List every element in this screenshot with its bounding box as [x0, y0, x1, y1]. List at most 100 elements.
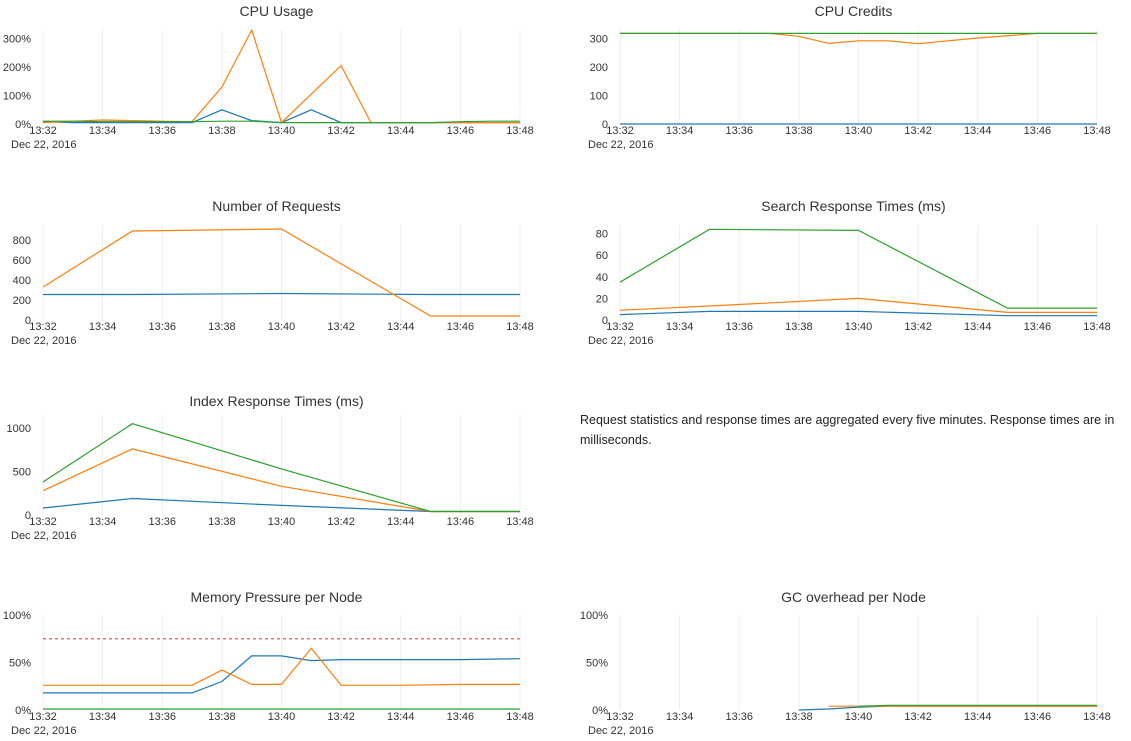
x-tick-label: 13:42 [327, 711, 355, 723]
y-tick-label: 0 [602, 315, 608, 327]
x-tick-label: 13:48 [506, 711, 534, 723]
x-tick-label: 13:44 [387, 321, 415, 333]
x-date-label: Dec 22, 2016 [588, 725, 653, 737]
chart-title: Index Response Times (ms) [189, 393, 363, 409]
x-tick-label: 13:44 [964, 125, 992, 137]
x-tick-label: 13:44 [964, 711, 992, 723]
y-tick-label: 800 [13, 235, 31, 247]
x-tick-label: 13:42 [904, 711, 932, 723]
x-tick-label: 13:34 [89, 711, 117, 723]
x-tick-label: 13:40 [845, 711, 873, 723]
series-line [619, 297, 1097, 313]
x-tick-label: 13:40 [845, 321, 873, 333]
x-date-label: Dec 22, 2016 [11, 530, 76, 542]
x-tick-label: 13:44 [964, 321, 992, 333]
series-line [619, 228, 1097, 309]
x-tick-label: 13:32 [606, 321, 634, 333]
y-tick-label: 100% [3, 610, 31, 622]
series-line [42, 228, 520, 317]
y-tick-label: 500 [13, 467, 31, 479]
x-tick-label: 13:46 [447, 516, 475, 528]
y-tick-label: 0% [592, 705, 608, 717]
x-tick-label: 13:40 [268, 321, 296, 333]
y-tick-label: 600 [13, 255, 31, 267]
y-tick-label: 300 [590, 34, 608, 46]
series-line [43, 647, 520, 686]
chart-title: GC overhead per Node [781, 589, 926, 605]
y-tick-label: 200 [590, 62, 608, 74]
x-tick-label: 13:34 [666, 125, 694, 137]
x-tick-label: 13:42 [904, 321, 932, 333]
x-date-label: Dec 22, 2016 [11, 335, 76, 347]
x-tick-label: 13:48 [1083, 125, 1111, 137]
x-tick-label: 13:38 [208, 125, 236, 137]
x-tick-label: 13:38 [208, 711, 236, 723]
x-tick-label: 13:32 [29, 125, 57, 137]
x-tick-label: 13:32 [29, 516, 57, 528]
y-tick-label: 50% [9, 658, 31, 670]
x-date-label: Dec 22, 2016 [588, 139, 653, 151]
x-tick-label: 13:46 [447, 125, 475, 137]
x-tick-label: 13:36 [148, 711, 176, 723]
x-tick-label: 13:42 [327, 516, 355, 528]
chart-title: Memory Pressure per Node [191, 589, 363, 605]
x-tick-label: 13:42 [904, 125, 932, 137]
x-tick-label: 13:32 [606, 125, 634, 137]
y-tick-label: 100% [580, 610, 608, 622]
x-tick-label: 13:38 [785, 321, 813, 333]
y-tick-label: 80 [596, 229, 608, 241]
y-tick-label: 0 [25, 510, 31, 522]
x-tick-label: 13:38 [785, 711, 813, 723]
y-tick-label: 1000 [7, 423, 31, 435]
x-tick-label: 13:34 [666, 321, 694, 333]
y-tick-label: 200 [13, 295, 31, 307]
series-line [858, 704, 1097, 707]
x-tick-label: 13:32 [606, 711, 634, 723]
x-tick-label: 13:42 [327, 125, 355, 137]
y-tick-label: 20 [596, 293, 608, 305]
x-date-label: Dec 22, 2016 [11, 139, 76, 151]
x-tick-label: 13:46 [1024, 125, 1052, 137]
y-tick-label: 100 [590, 91, 608, 103]
x-tick-label: 13:44 [387, 125, 415, 137]
x-tick-label: 13:46 [1024, 711, 1052, 723]
x-tick-label: 13:32 [29, 711, 57, 723]
chart-title: CPU Usage [240, 3, 314, 19]
y-tick-label: 300% [3, 34, 31, 46]
x-tick-label: 13:34 [89, 125, 117, 137]
x-tick-label: 13:36 [148, 125, 176, 137]
series-line [43, 292, 520, 296]
series-line [43, 120, 520, 124]
x-tick-label: 13:40 [845, 125, 873, 137]
x-tick-label: 13:34 [89, 516, 117, 528]
x-tick-label: 13:48 [1083, 321, 1111, 333]
x-tick-label: 13:44 [387, 516, 415, 528]
x-tick-label: 13:36 [148, 516, 176, 528]
chart-title: Number of Requests [212, 198, 340, 214]
x-tick-label: 13:40 [268, 125, 296, 137]
x-tick-label: 13:32 [29, 321, 57, 333]
x-tick-label: 13:36 [725, 125, 753, 137]
x-tick-label: 13:42 [327, 321, 355, 333]
chart-title: CPU Credits [815, 3, 893, 19]
x-tick-label: 13:48 [506, 516, 534, 528]
x-tick-label: 13:40 [268, 516, 296, 528]
y-tick-label: 0% [15, 705, 31, 717]
x-tick-label: 13:46 [447, 321, 475, 333]
x-tick-label: 13:36 [148, 321, 176, 333]
x-tick-label: 13:34 [666, 711, 694, 723]
x-date-label: Dec 22, 2016 [11, 725, 76, 737]
series-line [620, 32, 1097, 45]
x-tick-label: 13:48 [1083, 711, 1111, 723]
x-tick-label: 13:34 [89, 321, 117, 333]
x-tick-label: 13:36 [725, 711, 753, 723]
x-tick-label: 13:38 [208, 321, 236, 333]
x-tick-label: 13:36 [725, 321, 753, 333]
y-tick-label: 0% [15, 119, 31, 131]
x-tick-label: 13:40 [268, 711, 296, 723]
y-tick-label: 100% [3, 91, 31, 103]
x-tick-label: 13:46 [447, 711, 475, 723]
